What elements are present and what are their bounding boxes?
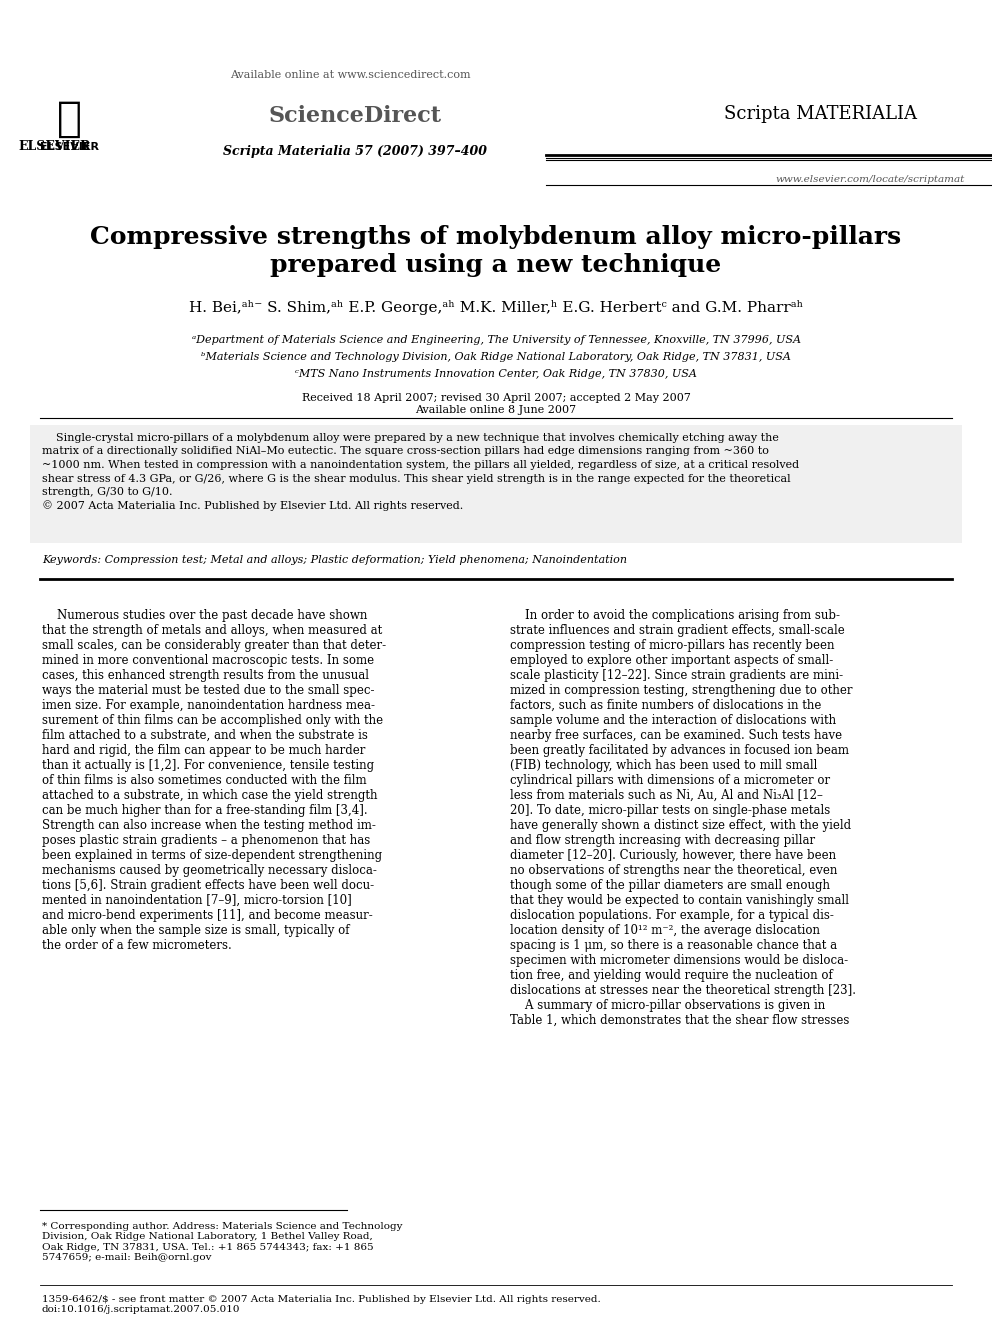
Text: strength, G/30 to G/10.: strength, G/30 to G/10. [42, 487, 173, 497]
Text: Received 18 April 2007; revised 30 April 2007; accepted 2 May 2007
Available onl: Received 18 April 2007; revised 30 April… [302, 393, 690, 414]
Text: In order to avoid the complications arising from sub-
strate influences and stra: In order to avoid the complications aris… [510, 609, 856, 1027]
Text: Scripta MATERIALIA: Scripta MATERIALIA [723, 105, 917, 123]
Text: ᵃDepartment of Materials Science and Engineering, The University of Tennessee, K: ᵃDepartment of Materials Science and Eng… [191, 335, 801, 345]
Text: Compressive strengths of molybdenum alloy micro-pillars
prepared using a new tec: Compressive strengths of molybdenum allo… [90, 225, 902, 277]
Text: www.elsevier.com/locate/scriptamat: www.elsevier.com/locate/scriptamat [776, 175, 964, 184]
Text: Keywords: Compression test; Metal and alloys; Plastic deformation; Yield phenome: Keywords: Compression test; Metal and al… [42, 556, 627, 565]
Text: matrix of a directionally solidified NiAl–Mo eutectic. The square cross-section : matrix of a directionally solidified NiA… [42, 446, 769, 456]
Text: ELSEVIER: ELSEVIER [40, 142, 99, 152]
Text: Single-crystal micro-pillars of a molybdenum alloy were prepared by a new techni: Single-crystal micro-pillars of a molybd… [42, 433, 779, 443]
Text: © 2007 Acta Materialia Inc. Published by Elsevier Ltd. All rights reserved.: © 2007 Acta Materialia Inc. Published by… [42, 500, 463, 511]
Text: ScienceDirect: ScienceDirect [269, 105, 441, 127]
Text: shear stress of 4.3 GPa, or G/26, where G is the shear modulus. This shear yield: shear stress of 4.3 GPa, or G/26, where … [42, 474, 791, 483]
Text: 1359-6462/$ - see front matter © 2007 Acta Materialia Inc. Published by Elsevier: 1359-6462/$ - see front matter © 2007 Ac… [42, 1295, 601, 1314]
Bar [30, 425, 962, 542]
Text: Scripta Materialia 57 (2007) 397–400: Scripta Materialia 57 (2007) 397–400 [223, 146, 487, 157]
Text: ELSEVIER: ELSEVIER [19, 140, 91, 153]
Text: ~1000 nm. When tested in compression with a nanoindentation system, the pillars : ~1000 nm. When tested in compression wit… [42, 460, 800, 470]
Text: Numerous studies over the past decade have shown
that the strength of metals and: Numerous studies over the past decade ha… [42, 609, 386, 953]
Text: Available online at www.sciencedirect.com: Available online at www.sciencedirect.co… [230, 70, 470, 79]
Text: ᵇMaterials Science and Technology Division, Oak Ridge National Laboratory, Oak R: ᵇMaterials Science and Technology Divisi… [201, 352, 791, 363]
Text: 🌿: 🌿 [57, 98, 82, 140]
Text: * Corresponding author. Address: Materials Science and Technology
Division, Oak : * Corresponding author. Address: Materia… [42, 1222, 403, 1262]
Text: H. Bei,ᵃʰ⁻ S. Shim,ᵃʰ E.P. George,ᵃʰ M.K. Miller,ʰ E.G. Herbertᶜ and G.M. Pharrᵃ: H. Bei,ᵃʰ⁻ S. Shim,ᵃʰ E.P. George,ᵃʰ M.K… [188, 300, 804, 315]
Text: ᶜMTS Nano Instruments Innovation Center, Oak Ridge, TN 37830, USA: ᶜMTS Nano Instruments Innovation Center,… [295, 369, 697, 378]
